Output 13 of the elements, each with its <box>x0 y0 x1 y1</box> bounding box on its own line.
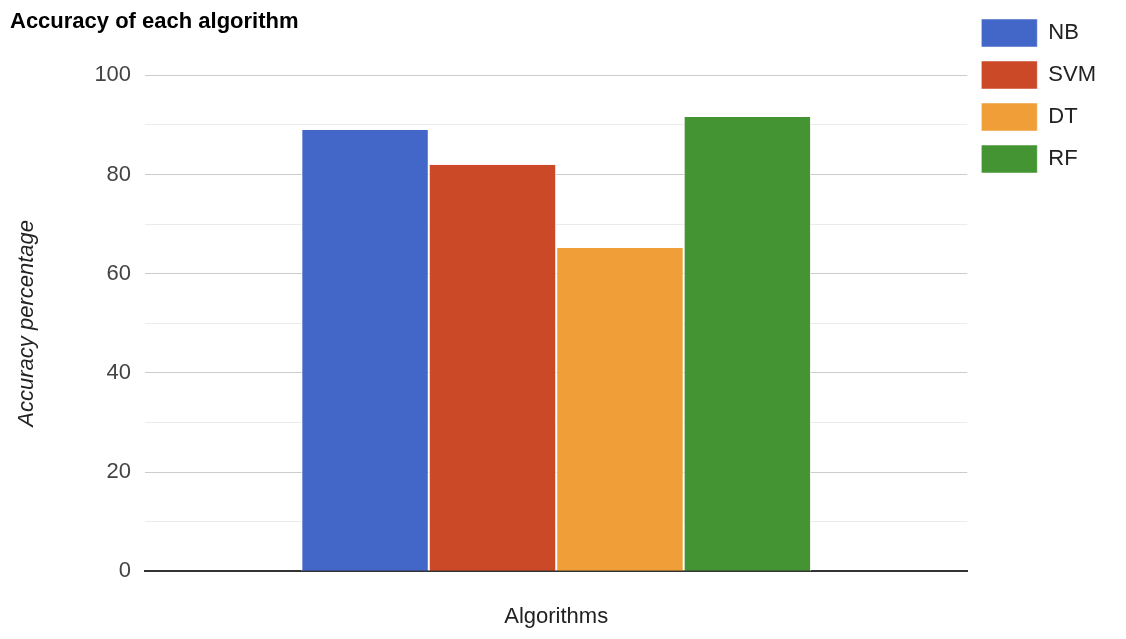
x-axis-title: Algorithms <box>504 602 609 628</box>
legend-label: DT <box>1048 103 1078 129</box>
legend-label: SVM <box>1048 61 1097 87</box>
y-axis-title: Accuracy percentage <box>13 219 39 429</box>
legend-label: RF <box>1048 145 1078 171</box>
y-tick-label: 100 <box>94 61 132 87</box>
y-tick-label: 0 <box>118 557 132 583</box>
y-tick-label: 40 <box>106 358 132 384</box>
legend-label: NB <box>1048 19 1079 45</box>
y-tick-label: 60 <box>106 259 132 285</box>
y-tick-label: 20 <box>106 458 132 484</box>
chart-title: Accuracy of each algorithm <box>10 8 299 34</box>
y-tick-label: 80 <box>106 160 132 186</box>
